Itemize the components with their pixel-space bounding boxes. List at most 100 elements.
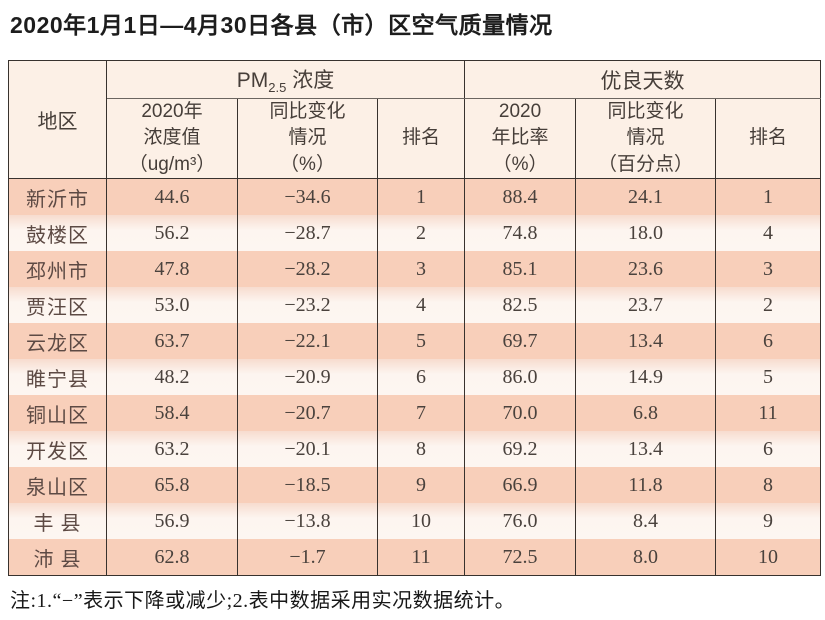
cell-pm25-value: 58.4 (106, 395, 238, 431)
cell-pm25-change: −20.9 (237, 359, 378, 395)
cell-region: 铜山区 (8, 395, 107, 431)
cell-gd-ratio: 86.0 (464, 359, 577, 395)
footnote: 注:1.“−”表示下降或减少;2.表中数据采用实况数据统计。 (10, 590, 516, 612)
cell-pm25-rank: 5 (376, 323, 466, 359)
cell-pm25-value: 63.2 (106, 431, 238, 467)
cell-pm25-value: 56.9 (106, 503, 238, 539)
cell-gd-ratio: 69.2 (464, 431, 577, 467)
cell-gd-rank: 9 (715, 503, 822, 539)
cell-gd-change: 14.9 (575, 359, 717, 395)
cell-gd-change: 13.4 (575, 323, 717, 359)
cell-gd-change: 6.8 (575, 395, 717, 431)
table-body: 新沂市 44.6 −34.6 1 88.4 24.1 1 鼓楼区 56.2 −2… (8, 178, 822, 576)
cell-pm25-change: −28.2 (237, 251, 378, 287)
cell-gd-change: 8.4 (575, 503, 717, 539)
cell-pm25-rank: 6 (376, 359, 466, 395)
table-row: 开发区 63.2 −20.1 8 69.2 13.4 6 (8, 431, 822, 467)
table-row: 贾汪区 53.0 −23.2 4 82.5 23.7 2 (8, 287, 822, 323)
table-row: 云龙区 63.7 −22.1 5 69.7 13.4 6 (8, 323, 822, 359)
cell-pm25-value: 48.2 (106, 359, 238, 395)
header-group-good-days: 优良天数 (464, 60, 822, 99)
cell-region: 睢宁县 (8, 359, 107, 395)
cell-pm25-value: 44.6 (106, 178, 238, 215)
cell-region: 开发区 (8, 431, 107, 467)
cell-region: 鼓楼区 (8, 215, 107, 251)
cell-gd-ratio: 88.4 (464, 178, 577, 215)
cell-gd-rank: 3 (715, 251, 822, 287)
cell-region: 沛 县 (8, 539, 107, 576)
cell-pm25-value: 53.0 (106, 287, 238, 323)
cell-gd-rank: 6 (715, 431, 822, 467)
cell-gd-ratio: 85.1 (464, 251, 577, 287)
cell-gd-change: 24.1 (575, 178, 717, 215)
subheader-gd-rank: 排名 (715, 98, 822, 179)
cell-pm25-value: 65.8 (106, 467, 238, 503)
cell-pm25-change: −1.7 (237, 539, 378, 576)
cell-pm25-change: −34.6 (237, 178, 378, 215)
cell-pm25-rank: 9 (376, 467, 466, 503)
table-row: 新沂市 44.6 −34.6 1 88.4 24.1 1 (8, 178, 822, 215)
table-row: 泉山区 65.8 −18.5 9 66.9 11.8 8 (8, 467, 822, 503)
cell-gd-rank: 11 (715, 395, 822, 431)
cell-gd-change: 8.0 (575, 539, 717, 576)
cell-pm25-rank: 4 (376, 287, 466, 323)
cell-pm25-change: −20.1 (237, 431, 378, 467)
air-quality-table: 地区 PM2.5 浓度 优良天数 2020年 浓度值 （ug/m³） 同比变化 … (8, 60, 822, 576)
table-row: 丰 县 56.9 −13.8 10 76.0 8.4 9 (8, 503, 822, 539)
cell-gd-rank: 10 (715, 539, 822, 576)
cell-gd-change: 13.4 (575, 431, 717, 467)
cell-region: 泉山区 (8, 467, 107, 503)
cell-pm25-rank: 2 (376, 215, 466, 251)
table-row: 沛 县 62.8 −1.7 11 72.5 8.0 10 (8, 539, 822, 576)
subheader-pm25-rank: 排名 (376, 98, 466, 179)
cell-gd-change: 23.6 (575, 251, 717, 287)
table-row: 鼓楼区 56.2 −28.7 2 74.8 18.0 4 (8, 215, 822, 251)
cell-pm25-change: −28.7 (237, 215, 378, 251)
cell-pm25-value: 56.2 (106, 215, 238, 251)
cell-gd-ratio: 70.0 (464, 395, 577, 431)
cell-pm25-rank: 1 (376, 178, 466, 215)
table-row: 睢宁县 48.2 −20.9 6 86.0 14.9 5 (8, 359, 822, 395)
cell-pm25-change: −20.7 (237, 395, 378, 431)
cell-region: 丰 县 (8, 503, 107, 539)
subheader-gd-change: 同比变化 情况 （百分点） (575, 98, 717, 179)
cell-gd-ratio: 82.5 (464, 287, 577, 323)
cell-gd-ratio: 66.9 (464, 467, 577, 503)
cell-region: 新沂市 (8, 178, 107, 215)
cell-region: 邳州市 (8, 251, 107, 287)
pm25-label: PM2.5 浓度 (236, 68, 335, 96)
header-group-pm25: PM2.5 浓度 (105, 60, 466, 99)
cell-region: 贾汪区 (8, 287, 107, 323)
table-row: 铜山区 58.4 −20.7 7 70.0 6.8 11 (8, 395, 822, 431)
table-header: 地区 PM2.5 浓度 优良天数 2020年 浓度值 （ug/m³） 同比变化 … (8, 60, 822, 179)
cell-gd-ratio: 76.0 (464, 503, 577, 539)
cell-pm25-change: −18.5 (237, 467, 378, 503)
cell-gd-rank: 4 (715, 215, 822, 251)
subheader-gd-ratio: 2020 年比率 （%） (464, 98, 577, 179)
cell-gd-rank: 5 (715, 359, 822, 395)
cell-gd-change: 23.7 (575, 287, 717, 323)
cell-pm25-change: −23.2 (237, 287, 378, 323)
cell-pm25-value: 63.7 (106, 323, 238, 359)
table-row: 邳州市 47.8 −28.2 3 85.1 23.6 3 (8, 251, 822, 287)
cell-gd-ratio: 74.8 (464, 215, 577, 251)
subheader-pm25-change: 同比变化 情况 （%） (237, 98, 378, 179)
cell-gd-rank: 6 (715, 323, 822, 359)
cell-gd-ratio: 69.7 (464, 323, 577, 359)
cell-gd-change: 18.0 (575, 215, 717, 251)
header-region: 地区 (8, 60, 107, 179)
cell-pm25-rank: 3 (376, 251, 466, 287)
cell-pm25-change: −22.1 (237, 323, 378, 359)
cell-pm25-rank: 7 (376, 395, 466, 431)
cell-pm25-rank: 10 (376, 503, 466, 539)
cell-pm25-value: 62.8 (106, 539, 238, 576)
subheader-pm25-value: 2020年 浓度值 （ug/m³） (106, 98, 238, 179)
cell-gd-change: 11.8 (575, 467, 717, 503)
page-title: 2020年1月1日—4月30日各县（市）区空气质量情况 (10, 12, 553, 38)
cell-gd-ratio: 72.5 (464, 539, 577, 576)
cell-gd-rank: 8 (715, 467, 822, 503)
cell-pm25-value: 47.8 (106, 251, 238, 287)
cell-region: 云龙区 (8, 323, 107, 359)
cell-gd-rank: 1 (715, 178, 822, 215)
